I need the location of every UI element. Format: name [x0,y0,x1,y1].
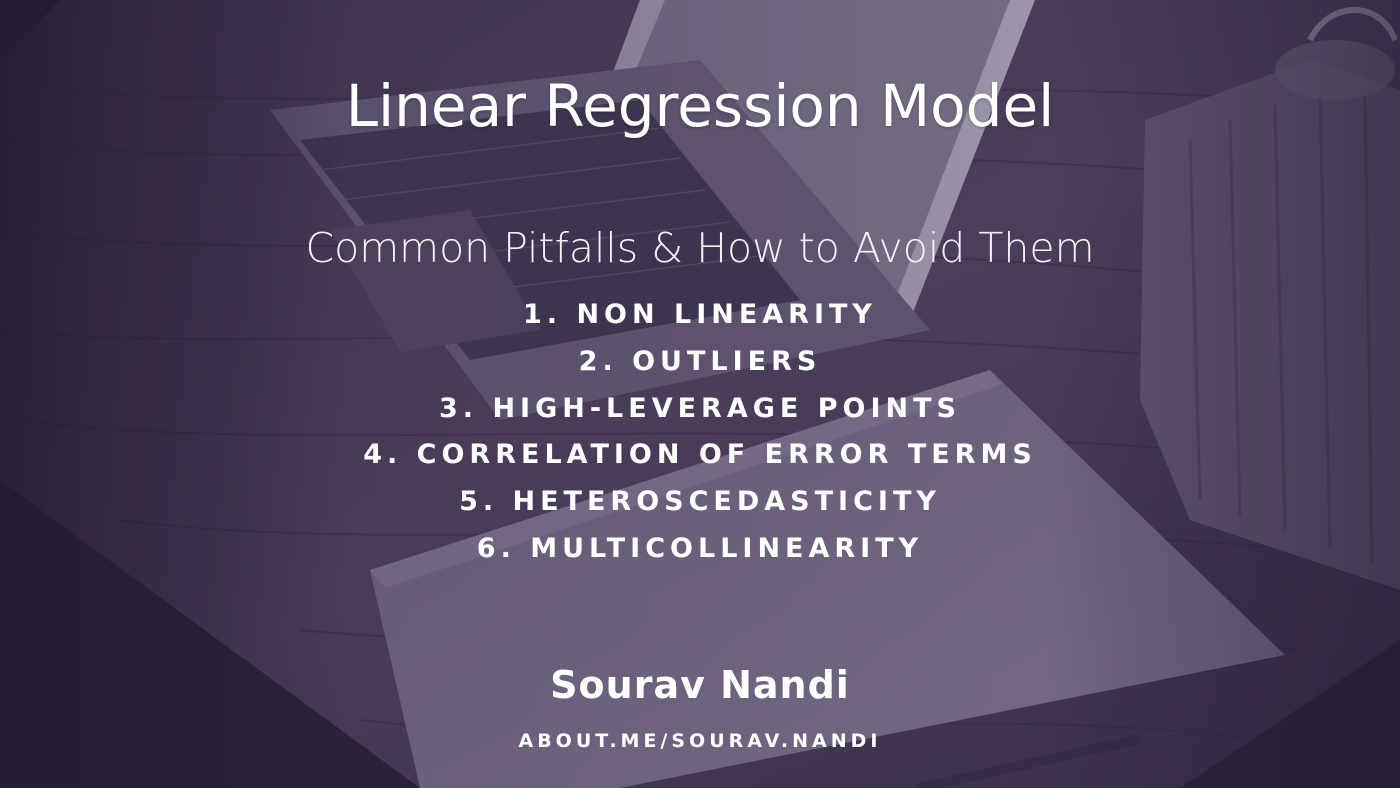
author-name: Sourav Nandi [0,654,1400,716]
slide-subtitle: Common Pitfalls & How to Avoid Them [0,220,1400,276]
pitfall-item: 2. OUTLIERS [0,339,1400,386]
pitfall-item: 6. MULTICOLLINEARITY [0,526,1400,573]
pitfall-item: 4. CORRELATION OF ERROR TERMS [0,432,1400,479]
author-url: ABOUT.ME/SOURAV.NANDI [0,726,1400,756]
pitfall-item: 3. HIGH-LEVERAGE POINTS [0,386,1400,433]
pitfall-list: 1. NON LINEARITY 2. OUTLIERS 3. HIGH-LEV… [0,292,1400,573]
pitfall-item: 1. NON LINEARITY [0,292,1400,339]
slide-title: Linear Regression Model [0,66,1400,146]
pitfall-item: 5. HETEROSCEDASTICITY [0,479,1400,526]
